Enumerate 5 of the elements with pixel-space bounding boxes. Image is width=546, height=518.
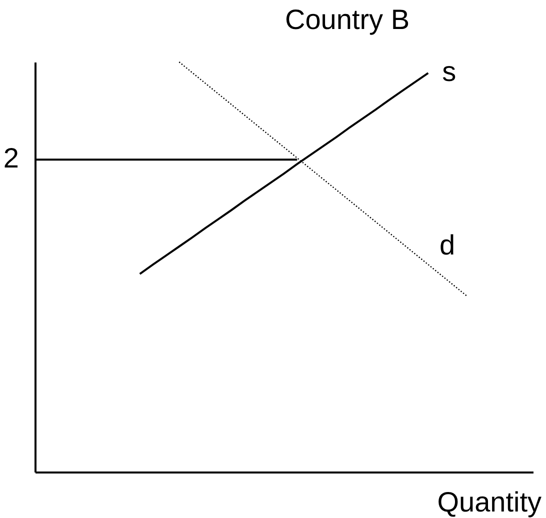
x-axis-title: Quantity [437,486,542,518]
series-label: 2 [3,142,19,174]
series-label: d [439,230,456,261]
series-label: s [442,56,456,88]
chart-title: Country B [285,4,410,36]
